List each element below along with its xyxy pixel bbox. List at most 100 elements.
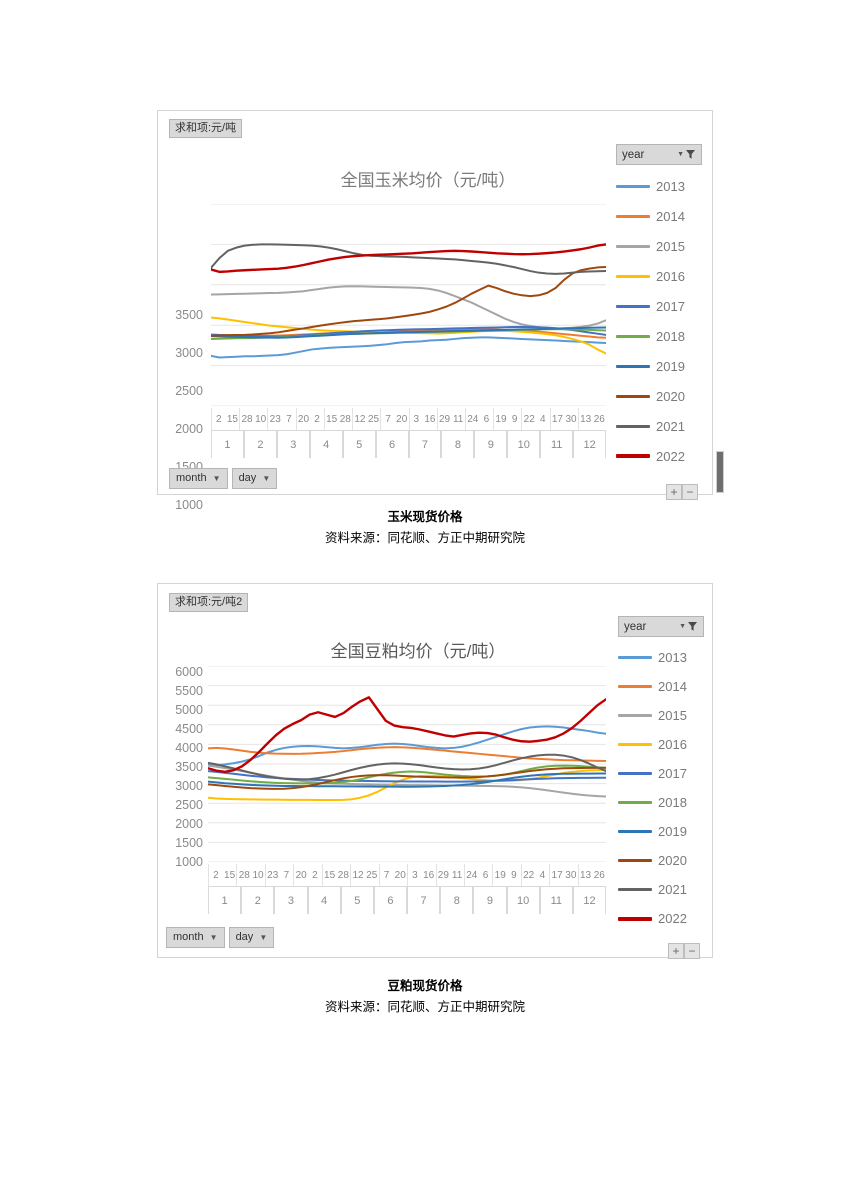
legend-item-label: 2019 [656,358,685,374]
legend-item-label: 2013 [656,178,685,194]
x-month-tick: 1 [211,430,244,458]
x-month-tick: 10 [507,430,541,458]
x-day-tick: 3 [407,864,422,886]
legend-item-label: 2014 [656,208,685,224]
legend-color-swatch [618,801,652,804]
legend-item-2021[interactable]: 2021 [616,411,702,441]
x-day-tick: 28 [337,869,349,881]
legend-item-2022[interactable]: 2022 [618,904,704,933]
y-tick-5500: 5500 [175,684,203,698]
legend-item-2019[interactable]: 2019 [616,351,702,381]
legend-header-corn[interactable]: year ▼ [616,144,702,165]
y-tick-2500: 2500 [175,798,203,812]
x-month-tick: 7 [407,886,441,914]
x-day-tick: 16 [423,869,435,881]
legend-item-2019[interactable]: 2019 [618,817,704,846]
legend-item-2015[interactable]: 2015 [616,231,702,261]
month-field-button-soymeal[interactable]: month ▼ [166,927,225,948]
legend-color-swatch [618,743,652,746]
legend-item-2013[interactable]: 2013 [616,171,702,201]
legend-color-swatch [618,685,652,688]
funnel-icon[interactable]: ▼ [677,149,696,160]
collapse-field-button-soymeal[interactable]: − [684,943,700,959]
series-line-2020 [211,266,606,337]
x-day-tick: 13 [577,864,593,886]
expand-field-button-soymeal[interactable]: + [668,943,684,959]
value-field-label: 求和项:元/吨 [175,122,237,134]
x-day-tick: 28 [236,864,251,886]
legend-header-soymeal[interactable]: year ▼ [618,616,704,637]
y-tick-4500: 4500 [175,722,203,736]
x-day-tick: 11 [451,869,463,881]
x-day-tick: 15 [224,869,236,881]
collapse-field-button-corn[interactable]: − [682,484,698,500]
x-month-tick: 3 [276,430,310,458]
legend-item-2014[interactable]: 2014 [618,672,704,701]
chevron-down-icon: ▼ [262,474,271,483]
legend-item-label: 2020 [656,388,685,404]
legend-item-label: 2018 [656,328,685,344]
legend-item-label: 2019 [658,824,687,839]
legend-item-2021[interactable]: 2021 [618,875,704,904]
x-month-tick: 4 [307,886,341,914]
x-axis-month-row-corn: 1 2 3 4 5 6 7 8 9 10 11 12 [211,430,607,458]
x-day-tick: 16 [424,413,436,425]
x-day-tick: 9 [511,413,518,425]
legend-item-2013[interactable]: 2013 [618,643,704,672]
chart-title-corn: 全国玉米均价（元/吨） [340,171,516,190]
x-month-tick: 6 [375,430,409,458]
x-day-tick: 22 [521,408,536,430]
x-month-tick: 10 [506,886,540,914]
series-line-2013 [208,725,606,767]
x-day-tick: 30 [565,413,577,425]
x-axis-day-row-soymeal: 2 15 28 10 23 7 20 2 15 28 12 25 7 20 3 16 29 11 24 6 19 9 22 4… [208,864,606,886]
y-tick-2000: 2000 [175,422,203,436]
legend-item-2017[interactable]: 2017 [616,291,702,321]
legend-item-2018[interactable]: 2018 [618,788,704,817]
y-tick-1000: 1000 [175,855,203,869]
y-tick-3000: 3000 [175,346,203,360]
day-field-button-corn[interactable]: day ▼ [231,468,278,489]
x-day-tick: 28 [339,413,351,425]
vertical-scrollbar-corn[interactable] [716,451,724,493]
legend-item-2017[interactable]: 2017 [618,759,704,788]
value-field-button-soymeal[interactable]: 求和项:元/吨2 [169,593,249,612]
legend-item-2014[interactable]: 2014 [616,201,702,231]
x-month-tick: 2 [243,430,277,458]
x-day-tick: 6 [482,869,489,881]
series-line-2019 [211,326,606,339]
legend-item-2020[interactable]: 2020 [616,381,702,411]
x-axis-day-row-corn: 2 15 28 10 23 7 20 2 15 28 12 25 7 20 3 16 29 11 24 6 19 9 22 4… [211,408,606,430]
series-line-2019 [208,772,606,788]
legend-item-2016[interactable]: 2016 [616,261,702,291]
series-line-2021 [208,753,606,781]
x-month-tick: 5 [342,430,376,458]
x-day-tick: 29 [436,408,452,430]
legend-color-swatch [618,772,652,775]
legend-color-swatch [616,214,650,218]
day-field-button-soymeal[interactable]: day ▼ [228,927,275,948]
y-tick-3000: 3000 [175,779,203,793]
legend-item-2015[interactable]: 2015 [618,701,704,730]
month-field-button-corn[interactable]: month ▼ [169,468,228,489]
series-line-2014 [208,746,606,762]
legend-item-label: 2017 [656,298,685,314]
x-day-tick: 20 [295,408,311,430]
legend-item-2016[interactable]: 2016 [618,730,704,759]
legend-item-2018[interactable]: 2018 [616,321,702,351]
day-field-label: day [238,472,257,484]
x-month-tick: 12 [572,886,607,914]
x-month-tick: 1 [208,886,242,914]
expand-field-button-corn[interactable]: + [666,484,682,500]
field-zoom-buttons-corn: + − [666,484,698,500]
y-tick-2000: 2000 [175,817,203,831]
x-day-tick: 12 [352,408,367,430]
legend-color-swatch [618,916,652,921]
value-field-button-corn[interactable]: 求和项:元/吨 [169,119,243,138]
x-day-tick: 3 [408,408,424,430]
legend-item-2020[interactable]: 2020 [618,846,704,875]
chevron-down-icon: ▼ [212,474,221,483]
funnel-icon[interactable]: ▼ [679,621,698,632]
legend-item-2022[interactable]: 2022 [616,441,702,471]
